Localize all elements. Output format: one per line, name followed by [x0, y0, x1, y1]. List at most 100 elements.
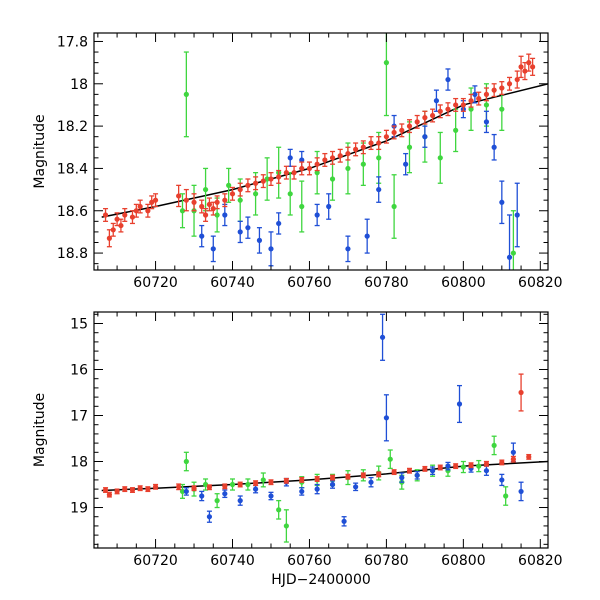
data-point — [214, 498, 220, 504]
data-point — [145, 486, 151, 492]
data-point — [222, 197, 228, 203]
data-point — [376, 140, 382, 146]
data-point — [202, 186, 209, 193]
data-point — [345, 474, 351, 480]
data-point — [314, 170, 320, 176]
data-point — [283, 523, 289, 529]
data-point — [506, 81, 513, 87]
data-point — [145, 208, 151, 214]
data-point — [133, 208, 139, 214]
data-point — [237, 197, 243, 203]
data-point — [268, 176, 274, 182]
data-point — [499, 106, 505, 112]
data-point — [214, 212, 220, 218]
y-tick-label: 19 — [70, 501, 88, 517]
data-point — [314, 161, 320, 167]
data-point — [514, 212, 520, 218]
data-point — [106, 492, 112, 498]
data-point — [406, 144, 413, 150]
data-point — [503, 493, 509, 499]
y-tick-label: 18.2 — [57, 119, 88, 135]
data-point — [456, 401, 463, 407]
data-point — [453, 463, 459, 469]
axes-frame — [93, 311, 549, 549]
x-tick-label: 60740 — [210, 275, 255, 291]
data-point — [314, 476, 320, 482]
data-point — [387, 456, 393, 462]
data-point — [268, 246, 274, 252]
x-tick-label: 60760 — [287, 553, 332, 569]
data-point — [341, 518, 347, 524]
data-point — [510, 456, 516, 462]
data-point — [299, 488, 305, 495]
data-point — [122, 212, 128, 218]
data-point — [353, 484, 359, 490]
data-point — [518, 64, 524, 70]
y-tick-label: 18.6 — [57, 204, 88, 220]
data-point — [437, 464, 443, 471]
data-point — [183, 488, 189, 495]
data-point — [202, 481, 209, 488]
x-tick-label: 60760 — [287, 275, 332, 291]
data-point — [429, 112, 436, 119]
data-point — [276, 507, 282, 513]
data-point — [472, 91, 478, 97]
data-point — [299, 165, 305, 172]
data-point — [252, 486, 259, 492]
data-point — [491, 144, 497, 150]
data-point — [199, 493, 205, 499]
x-tick-label: 60720 — [133, 553, 178, 569]
data-point — [514, 76, 520, 83]
data-point — [137, 203, 143, 210]
data-point — [191, 485, 197, 491]
data-point — [102, 212, 109, 218]
data-point — [179, 488, 186, 495]
data-point — [483, 91, 490, 97]
data-point — [276, 174, 282, 180]
data-point — [260, 178, 266, 184]
x-tick-label: 60800 — [441, 275, 486, 291]
data-point — [245, 225, 251, 231]
data-point — [353, 146, 359, 152]
data-point — [483, 102, 490, 108]
data-point — [276, 220, 282, 227]
x-tick-label: 60720 — [133, 275, 178, 291]
data-point — [476, 463, 482, 469]
data-point — [191, 199, 197, 205]
data-point — [414, 472, 420, 478]
data-point — [499, 459, 505, 466]
data-point — [376, 155, 382, 161]
data-point — [329, 481, 336, 488]
data-point — [376, 186, 382, 193]
data-point — [226, 182, 232, 188]
data-point — [287, 155, 293, 161]
data-point — [360, 144, 366, 150]
data-point — [437, 108, 443, 114]
data-point — [379, 334, 386, 340]
data-point — [368, 140, 374, 146]
data-point — [414, 119, 420, 125]
data-point — [102, 487, 109, 493]
data-point — [299, 203, 305, 210]
data-point — [237, 229, 243, 235]
data-point — [114, 216, 120, 222]
data-point — [237, 481, 243, 488]
data-point — [183, 91, 189, 97]
x-tick-label: 60780 — [364, 553, 409, 569]
data-point — [260, 477, 266, 483]
data-point — [530, 64, 536, 70]
data-point — [214, 199, 220, 205]
data-point — [252, 191, 259, 197]
data-point — [422, 134, 428, 140]
data-point — [176, 484, 182, 490]
data-point — [326, 203, 332, 210]
data-point — [329, 475, 336, 481]
data-point — [229, 481, 236, 488]
series-1 — [199, 68, 520, 270]
data-point — [453, 127, 459, 133]
data-point — [491, 87, 497, 93]
data-point — [229, 191, 236, 197]
data-point — [376, 471, 382, 477]
data-point — [152, 484, 159, 490]
x-tick-label: 60820 — [518, 553, 563, 569]
